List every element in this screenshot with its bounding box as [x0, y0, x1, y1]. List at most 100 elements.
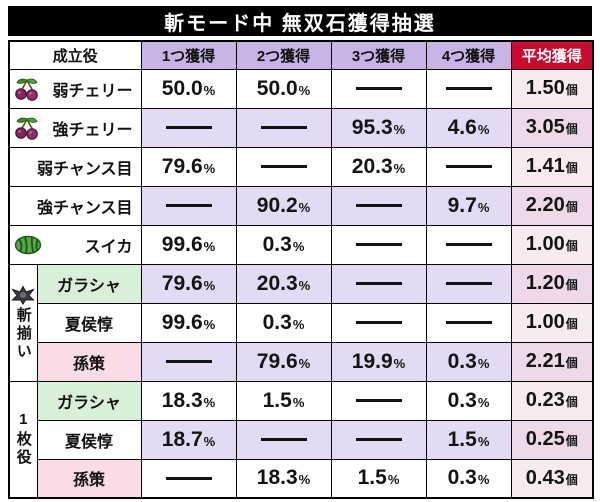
group-inner: 1枚役 [10, 408, 36, 470]
percent-value: 79.6 [161, 154, 203, 178]
percent-unit: % [477, 433, 490, 449]
no-value-dash [355, 320, 402, 324]
table-row: 1枚役 ガラシャ 18.3% 1.5% 0.3% 0.23個 [8, 380, 594, 499]
gain-value-cell: 0.3% [235, 224, 332, 265]
gain-value-cell: 79.6% [140, 263, 237, 304]
table-row: 夏侯惇 18.7% 1.5% 0.25個 [9, 419, 594, 460]
gain-value-cell [330, 380, 427, 421]
count-unit: 個 [565, 356, 578, 370]
no-value-dash [355, 437, 402, 441]
percent-value: 9.7 [447, 193, 477, 217]
gain-value-cell [330, 185, 427, 226]
average-value-cell: 0.43個 [510, 458, 594, 499]
average-value: 1.20 [525, 272, 565, 294]
gain-value-cell [330, 302, 427, 343]
gain-value-cell: 18.3% [235, 458, 332, 499]
table-body: 弱チェリー 50.0% 50.0% 1.50個 強チェリー 95.3% 4.6% 3.05個弱… [8, 68, 594, 499]
gain-value-cell [425, 68, 512, 109]
percent-value: 0.3 [447, 349, 477, 373]
no-value-dash [355, 86, 402, 90]
percent-value: 90.2 [256, 193, 298, 217]
gain-value-cell [425, 263, 512, 304]
no-value-dash [165, 476, 212, 480]
role-name-cell: ガラシャ [36, 380, 142, 421]
no-value-dash [165, 359, 212, 363]
average-value-cell: 2.20個 [510, 185, 594, 226]
gain-value-cell [235, 146, 332, 187]
role-label-cell: 強チェリー [8, 107, 142, 148]
gain-value-cell [140, 185, 237, 226]
table-row: 斬揃い ガラシャ 79.6% 20.3% 1.20個 [8, 263, 594, 382]
gain-value-cell [235, 419, 332, 460]
average-value-cell: 2.21個 [510, 341, 594, 382]
count-unit: 個 [565, 83, 578, 97]
count-unit: 個 [565, 161, 578, 175]
average-value: 1.00 [525, 233, 565, 255]
percent-value: 79.6 [256, 349, 298, 373]
average-value-cell: 3.05個 [510, 107, 594, 148]
gain-value-cell: 99.6% [140, 224, 237, 265]
page-title: 斬モード中 無双石獲得抽選 [8, 6, 592, 36]
emblem-icon [10, 284, 36, 305]
no-value-dash [445, 320, 492, 324]
percent-value: 1.5 [357, 466, 387, 490]
role-label-cell: スイカ [8, 224, 142, 265]
percent-unit: % [292, 316, 305, 332]
gain-value-cell: 20.3% [330, 146, 427, 187]
percent-unit: % [203, 238, 216, 254]
no-value-dash [260, 437, 307, 441]
average-value-cell: 1.00個 [510, 224, 594, 265]
average-value: 2.21 [525, 350, 565, 372]
gain-value-cell: 1.5% [235, 380, 332, 421]
average-value-cell: 0.25個 [510, 419, 594, 460]
percent-unit: % [298, 82, 311, 98]
gain-value-cell [140, 341, 237, 382]
percent-value: 0.3 [262, 310, 292, 334]
role-label-cell: 弱チェリー [8, 68, 142, 109]
gain-value-cell: 19.9% [330, 341, 427, 382]
group-inner: 斬揃い [10, 282, 36, 364]
gain-value-cell [330, 224, 427, 265]
percent-unit: % [203, 433, 216, 449]
table-row: 孫策 79.6% 19.9% 0.3% 2.21個 [9, 341, 594, 382]
no-value-dash [260, 125, 307, 129]
group-label-cell: 1枚役 [8, 380, 38, 499]
percent-value: 4.6 [447, 115, 477, 139]
percent-value: 79.6 [161, 271, 203, 295]
average-value-cell: 0.23個 [510, 380, 594, 421]
gain-value-cell: 4.6% [425, 107, 512, 148]
no-value-dash [260, 164, 307, 168]
gain-value-cell: 0.3% [235, 302, 332, 343]
group-label-cell: 斬揃い [8, 263, 38, 382]
gain-value-cell: 79.6% [235, 341, 332, 382]
role-label: 弱チェリー [52, 82, 133, 100]
gain-value-cell: 0.3% [425, 458, 512, 499]
percent-unit: % [477, 472, 490, 488]
gain-value-cell: 79.6% [140, 146, 237, 187]
no-value-dash [445, 86, 492, 90]
count-unit: 個 [565, 317, 578, 331]
header-row: 成立役 1つ獲得 2つ獲得 3つ獲得 4つ獲得 平均獲得 [8, 40, 594, 70]
role-label-cell: 弱チャンス目 [8, 146, 142, 187]
percent-unit: % [387, 472, 400, 488]
no-value-dash [355, 398, 402, 402]
cherry-icon [14, 116, 40, 140]
gain-value-cell: 95.3% [330, 107, 427, 148]
table-row: 弱チェリー 50.0% 50.0% 1.50個 [8, 68, 594, 109]
role-name-cell: 夏侯惇 [36, 419, 142, 460]
gain-value-cell [425, 146, 512, 187]
count-unit: 個 [565, 122, 578, 136]
percent-value: 0.3 [447, 466, 477, 490]
percent-value: 18.3 [161, 388, 203, 412]
no-value-dash [355, 242, 402, 246]
gain-value-cell [425, 302, 512, 343]
percent-value: 20.3 [256, 271, 298, 295]
gain-value-cell: 50.0% [235, 68, 332, 109]
percent-value: 0.3 [262, 232, 292, 256]
percent-unit: % [393, 160, 406, 176]
role-label: スイカ [84, 238, 133, 256]
watermelon-icon [14, 235, 42, 255]
average-value-cell: 1.20個 [510, 263, 594, 304]
gain-value-cell [330, 419, 427, 460]
gain-value-cell [235, 107, 332, 148]
